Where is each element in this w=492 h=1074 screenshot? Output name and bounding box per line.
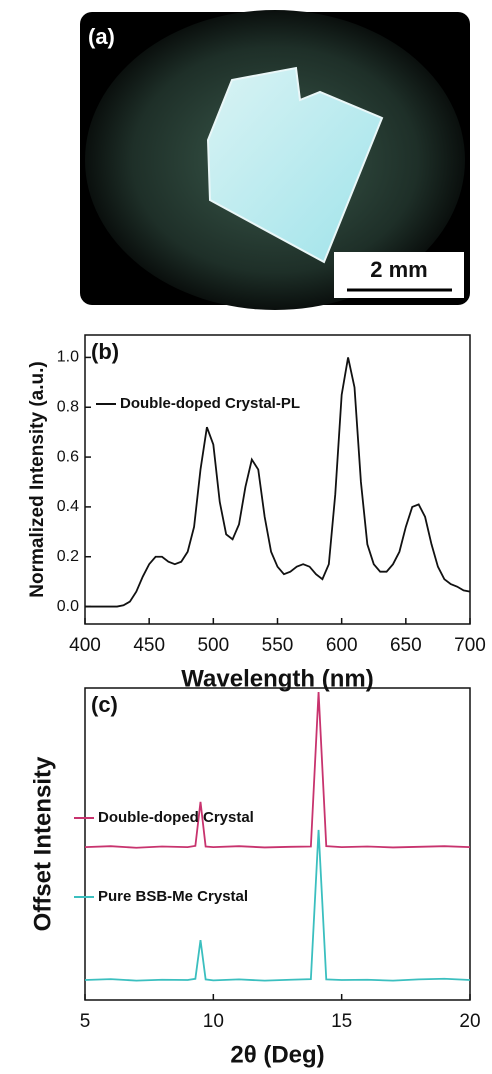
legend-label: Double-doped Crystal [98,809,254,826]
x-tick-label: 15 [331,1011,352,1032]
legend-label: Double-doped Crystal-PL [120,395,300,412]
plot-frame [84,687,471,1001]
photo-panel: (a) 2 mm [80,10,470,310]
x-axis-label: 2θ (Deg) [230,1041,324,1068]
x-tick-label: 400 [69,635,101,656]
x-tick-label: 550 [262,635,294,656]
y-tick-label: 0.6 [57,448,79,465]
data-line [84,829,471,982]
y-tick-label: 1.0 [57,349,79,366]
x-tick-label: 600 [326,635,358,656]
y-tick-label: 0.8 [57,398,79,415]
plot-frame [84,334,471,625]
panel-label: (b) [91,339,119,364]
panel-label: (a) [88,24,115,49]
x-tick-label: 20 [459,1011,480,1032]
crystal [206,66,384,264]
y-tick-label: 0.2 [57,548,79,565]
x-tick-label: 500 [197,635,229,656]
data-line [84,692,471,849]
y-axis-label: Normalized Intensity (a.u.) [27,361,48,597]
data-line [85,357,471,608]
x-tick-label: 700 [454,635,486,656]
x-tick-label: 450 [133,635,165,656]
x-tick-label: 5 [80,1011,91,1032]
y-axis-label: Offset Intensity [29,756,56,931]
x-tick-label: 650 [390,635,422,656]
x-tick-label: 10 [203,1011,224,1032]
scale-bar-label: 2 mm [370,257,427,282]
y-tick-label: 0.4 [57,498,79,515]
panel-label: (c) [91,692,118,717]
legend-label: Pure BSB-Me Crystal [98,888,248,905]
y-tick-label: 0.0 [57,598,79,615]
